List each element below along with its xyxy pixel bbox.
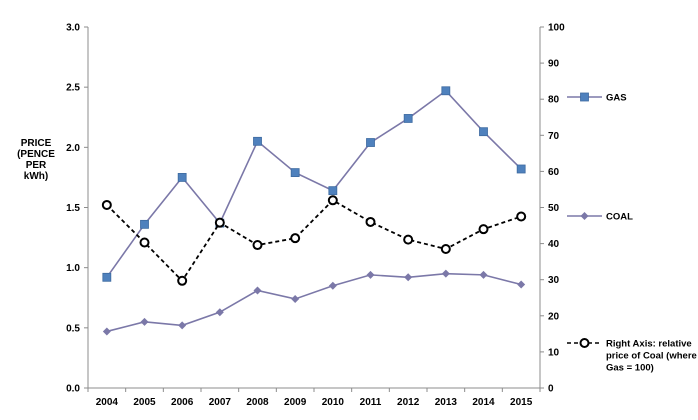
- x-tick-label: 2005: [133, 397, 156, 408]
- data-point-diamond: [215, 308, 224, 317]
- legend-label: Gas = 100): [606, 363, 654, 374]
- left-tick-label: 3.0: [66, 23, 80, 34]
- data-point-square: [403, 114, 413, 123]
- data-point-diamond: [366, 270, 375, 279]
- legend-label: GAS: [606, 93, 627, 104]
- left-tick-label: 0.5: [66, 323, 80, 334]
- x-tick-label: 2009: [284, 397, 307, 408]
- data-point-circle: [478, 224, 489, 235]
- data-point-square: [366, 138, 375, 147]
- right-tick-label: 40: [548, 239, 560, 250]
- x-tick-label: 2008: [246, 397, 269, 408]
- data-point-diamond: [328, 281, 337, 290]
- data-point-square: [177, 173, 187, 182]
- data-point-circle: [440, 244, 451, 255]
- x-tick-label: 2015: [510, 397, 533, 408]
- left-tick-label: 2.0: [66, 143, 80, 154]
- series-line: [106, 89, 522, 278]
- legend-label: price of Coal (where: [606, 351, 697, 362]
- right-tick-label: 50: [548, 203, 560, 214]
- data-point-diamond: [441, 269, 450, 278]
- data-point-circle: [516, 211, 527, 222]
- legend-marker-diamond: [580, 212, 589, 220]
- right-tick-label: 100: [548, 23, 565, 34]
- right-tick-label: 80: [548, 95, 560, 106]
- right-tick-label: 10: [548, 347, 560, 358]
- x-tick-label: 2013: [435, 397, 458, 408]
- left-tick-label: 2.5: [66, 83, 80, 94]
- series-coal: [102, 269, 526, 336]
- left-tick-label: 0.0: [66, 384, 80, 395]
- data-point-diamond: [404, 273, 413, 282]
- x-tick-label: 2012: [397, 397, 420, 408]
- legend-item: COAL: [567, 212, 633, 223]
- left-tick-label: 1.5: [66, 203, 80, 214]
- series-gas: [102, 86, 526, 282]
- right-tick-label: 20: [548, 311, 560, 322]
- data-point-square: [479, 127, 488, 137]
- legend-label: COAL: [606, 212, 633, 223]
- series-layer: [101, 86, 527, 336]
- right-tick-label: 90: [548, 59, 560, 70]
- x-tick-label: 2004: [96, 397, 119, 408]
- data-point-diamond: [178, 321, 187, 330]
- left-tick-label: 1.0: [66, 263, 80, 274]
- y-axis-label-line: kWh): [24, 171, 48, 182]
- data-point-diamond: [291, 294, 300, 303]
- data-point-diamond: [479, 270, 488, 279]
- data-point-square: [328, 186, 338, 196]
- data-point-square: [253, 136, 262, 146]
- data-point-circle: [101, 199, 112, 210]
- data-point-diamond: [253, 286, 262, 295]
- x-tick-label: 2007: [209, 397, 232, 408]
- right-tick-label: 30: [548, 275, 560, 286]
- data-point-diamond: [517, 280, 526, 289]
- x-tick-label: 2010: [322, 397, 345, 408]
- x-tick-label: 2011: [360, 397, 382, 408]
- y-axis-label-line: PER: [26, 160, 47, 171]
- data-point-circle: [139, 237, 150, 248]
- right-tick-label: 60: [548, 167, 560, 178]
- right-tick-label: 0: [548, 384, 554, 395]
- series-right: [101, 195, 527, 286]
- data-point-circle: [177, 275, 188, 286]
- data-point-square: [102, 272, 112, 282]
- data-point-circle: [327, 195, 338, 206]
- data-point-circle: [403, 234, 414, 245]
- legend-item: GAS: [567, 93, 627, 104]
- data-point-diamond: [102, 327, 111, 336]
- data-point-circle: [214, 217, 225, 228]
- x-tick-label: 2014: [472, 397, 495, 408]
- data-point-square: [516, 164, 526, 174]
- y-axis-label-line: (PENCE: [17, 149, 55, 160]
- data-point-circle: [252, 240, 263, 251]
- series-line: [106, 199, 522, 283]
- x-tick-label: 2006: [171, 397, 194, 408]
- axes: 0.0 0.5 1.0 1.5 2.0 2.5 3.0 0 10 20 30 40 50 60 70 80 90…: [66, 23, 565, 409]
- legend-label: Right Axis: relative: [606, 339, 692, 350]
- series-line: [106, 272, 522, 333]
- data-point-square: [140, 219, 149, 229]
- data-point-circle: [365, 216, 376, 227]
- data-point-square: [290, 168, 300, 178]
- legend-marker-circle: [579, 338, 590, 348]
- y-axis-label-line: PRICE: [21, 138, 52, 149]
- legend-marker-square: [580, 92, 589, 102]
- right-tick-label: 70: [548, 131, 560, 142]
- data-point-diamond: [140, 317, 149, 326]
- data-point-square: [441, 86, 451, 96]
- data-point-circle: [290, 233, 301, 244]
